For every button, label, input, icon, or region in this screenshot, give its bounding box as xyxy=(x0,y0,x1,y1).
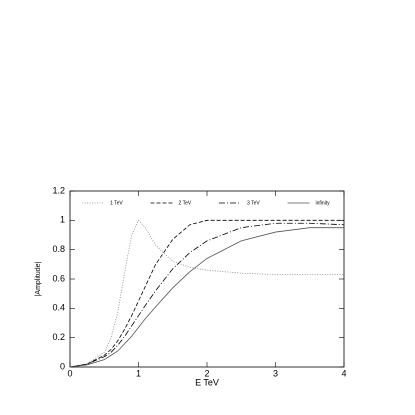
x-tick-label: 0 xyxy=(67,368,72,378)
x-axis-label: E TeV xyxy=(195,377,219,387)
y-tick-label: 0 xyxy=(60,361,65,371)
y-tick-label: 0.4 xyxy=(52,303,65,313)
y-tick-label: 0.2 xyxy=(52,332,65,342)
y-axis-label: |Amplitude| xyxy=(35,261,42,296)
legend-label: 2 TeV xyxy=(179,200,192,206)
legend-label: infinity xyxy=(316,200,331,206)
x-tick-label: 2 xyxy=(204,368,209,378)
series-line xyxy=(69,219,344,368)
x-tick-label: 4 xyxy=(341,368,346,378)
y-tick-label: 0.6 xyxy=(52,273,65,283)
y-tick-label: 1.2 xyxy=(52,185,65,195)
plot-frame xyxy=(69,190,345,368)
series-line xyxy=(69,219,344,368)
legend-label: 1 TeV xyxy=(110,200,123,206)
y-tick-label: 0.8 xyxy=(52,244,65,254)
y-tick-label: 1 xyxy=(60,215,65,225)
x-tick-label: 1 xyxy=(136,368,141,378)
legend-label: 3 TeV xyxy=(247,200,260,206)
series-line xyxy=(69,227,344,368)
series-line xyxy=(69,222,345,368)
x-tick-label: 3 xyxy=(273,368,278,378)
